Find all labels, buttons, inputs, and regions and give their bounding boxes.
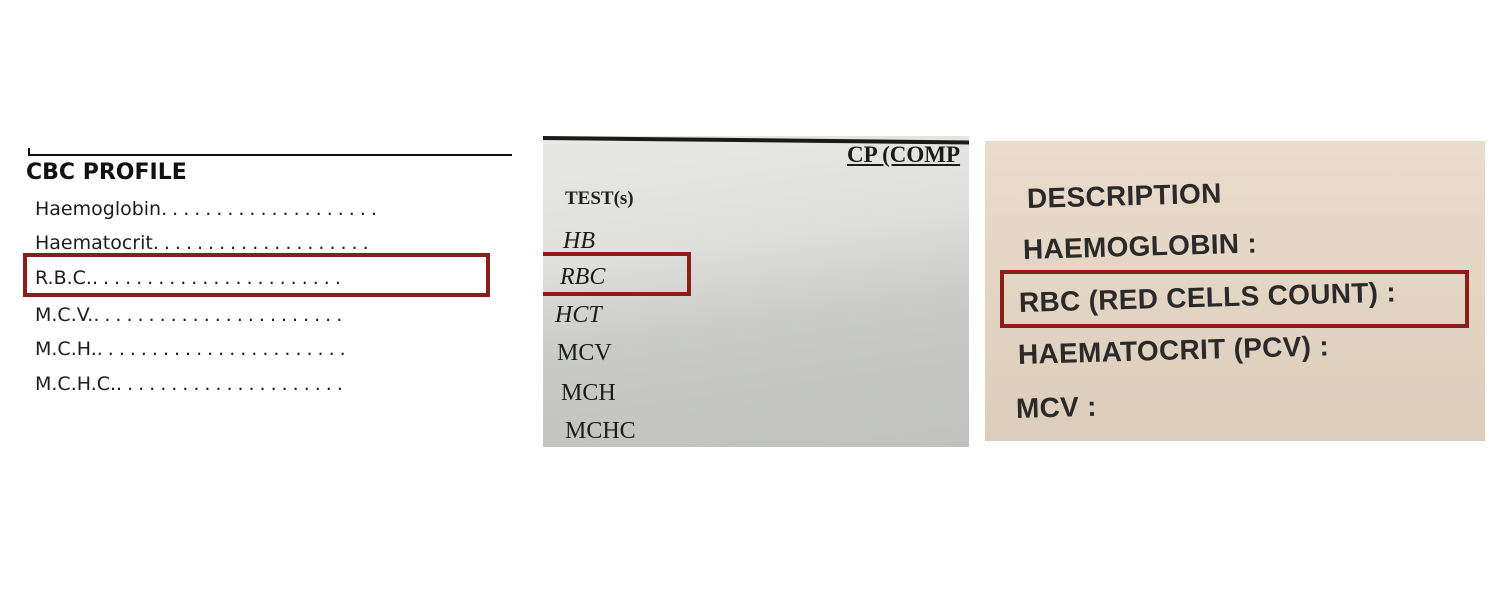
leader-dots: .......................: [93, 304, 348, 326]
test-row-mchc: M.C.H.C......................: [35, 373, 505, 399]
rbc-highlight-box: [1000, 270, 1469, 328]
test-row-haematocrit: Haematocrit....................: [35, 232, 505, 258]
test-label: M.C.H.: [35, 338, 97, 360]
test-row-mchc: MCHC: [565, 418, 636, 444]
leader-dots: .......................: [91, 267, 346, 289]
test-row-mcv: MCV: [557, 340, 612, 366]
header-rule: [28, 154, 512, 156]
test-label: R.B.C.: [35, 267, 92, 289]
test-row-mcv: MCV :: [1015, 390, 1098, 424]
leader-dots: ....................: [152, 232, 374, 254]
test-row-haematocrit: HAEMATOCRIT (PCV) :: [1017, 330, 1330, 370]
leader-dots: ....................: [161, 198, 382, 220]
test-row-hct: HCT: [555, 302, 602, 328]
test-row-rbc: R.B.C........................: [35, 267, 505, 293]
test-label: Haemoglobin: [35, 198, 162, 220]
test-row-rbc: RBC: [560, 264, 606, 290]
cp-report-panel: CP (COMP TEST(s) HB RBC HCT MCV MCH MCHC: [543, 136, 969, 447]
rbc-highlight-box: [543, 252, 691, 296]
leader-dots: .......................: [96, 338, 351, 360]
description-panel: DESCRIPTION HAEMOGLOBIN : RBC (RED CELLS…: [985, 141, 1485, 441]
rbc-highlight-box: [23, 253, 490, 297]
leader-dots: .....................: [116, 373, 348, 395]
test-row-mch: MCH: [561, 380, 616, 406]
column-header: TEST(s): [565, 188, 634, 209]
test-row-mch: M.C.H........................: [35, 338, 505, 364]
test-row-mcv: M.C.V........................: [35, 304, 505, 330]
test-row-haemoglobin: Haemoglobin....................: [35, 198, 505, 224]
test-row-hb: HB: [563, 228, 595, 254]
test-label: M.C.H.C.: [35, 373, 117, 395]
cbc-profile-panel: CBC PROFILE Haemoglobin.................…: [20, 140, 515, 410]
test-label: Haematocrit: [35, 232, 153, 254]
panel-heading: CBC PROFILE: [26, 160, 187, 185]
report-header: CP (COMP: [847, 142, 961, 167]
test-label: M.C.V.: [35, 304, 94, 326]
column-header: DESCRIPTION: [1026, 177, 1222, 214]
test-row-haemoglobin: HAEMOGLOBIN :: [1022, 227, 1258, 265]
rule-tick: [28, 148, 30, 156]
